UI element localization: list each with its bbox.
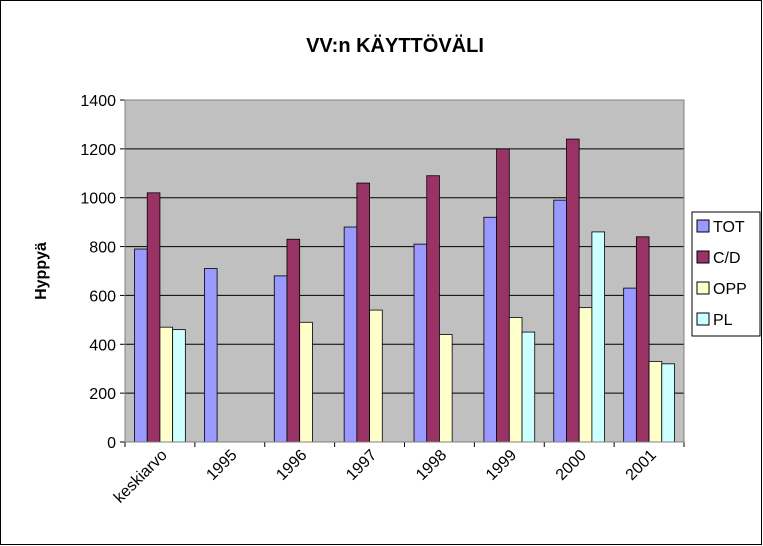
bar <box>356 182 370 443</box>
legend-swatch <box>696 219 710 233</box>
y-tick-label: 1000 <box>80 191 116 208</box>
legend-swatch <box>696 281 710 295</box>
bar <box>273 275 288 443</box>
bar <box>623 287 637 443</box>
legend-label: C/D <box>713 250 741 267</box>
bar <box>661 363 675 443</box>
bar <box>591 231 605 443</box>
bar <box>134 248 148 443</box>
legend-swatch <box>696 312 710 326</box>
bar <box>439 334 453 443</box>
bar <box>413 243 428 443</box>
bar <box>566 138 580 443</box>
bar <box>343 226 358 443</box>
bar <box>204 268 218 443</box>
bar <box>172 329 186 443</box>
y-axis-label: Hyppyä <box>33 242 50 300</box>
bar <box>553 199 567 443</box>
bar <box>483 216 498 443</box>
y-tick-label: 0 <box>107 435 116 452</box>
y-tick-label: 200 <box>89 386 116 403</box>
bar <box>159 326 174 443</box>
legend-label: TOT <box>713 219 745 236</box>
chart-title: VV:n KÄYTTÖVÄLI <box>306 34 484 57</box>
bar <box>369 309 383 443</box>
plot-border <box>124 99 685 443</box>
bar <box>496 148 510 443</box>
bar <box>508 317 523 443</box>
bar <box>635 236 650 443</box>
bar <box>521 331 536 443</box>
y-tick-label: 1400 <box>80 93 116 110</box>
bar <box>578 307 593 443</box>
bar <box>286 238 301 443</box>
bar <box>146 192 161 443</box>
y-tick-label: 1200 <box>80 142 116 159</box>
legend-swatch <box>696 250 710 264</box>
legend-label: OPP <box>713 281 747 298</box>
bar <box>426 175 440 443</box>
y-tick-label: 600 <box>89 288 116 305</box>
legend-label: PL <box>713 312 733 329</box>
y-tick-label: 800 <box>89 240 116 257</box>
bar <box>648 360 663 443</box>
bar <box>299 321 313 443</box>
y-tick-label: 400 <box>89 337 116 354</box>
